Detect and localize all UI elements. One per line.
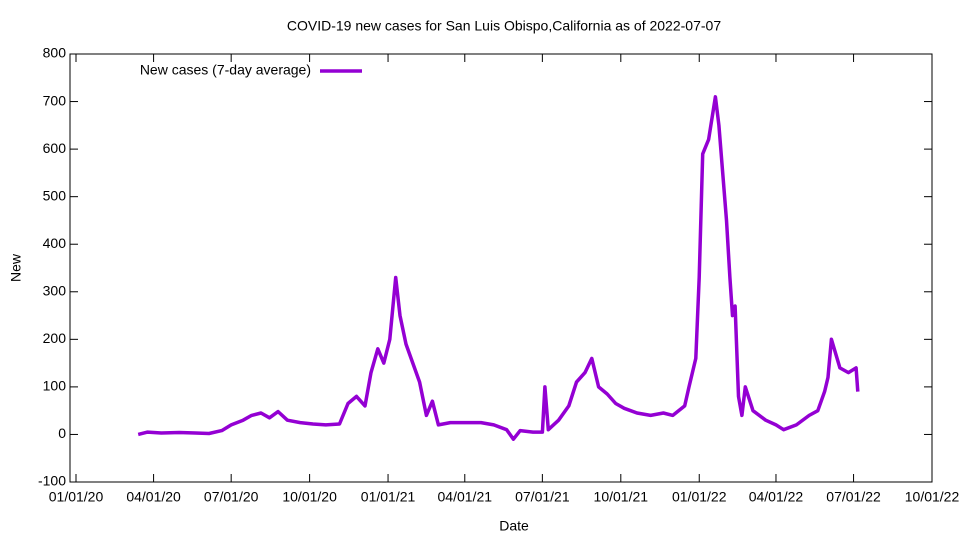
y-tick-label: 800 — [43, 45, 67, 61]
x-tick-label: 07/01/22 — [826, 489, 881, 505]
x-tick-label: 04/01/20 — [126, 489, 181, 505]
y-tick-label: 0 — [58, 425, 66, 441]
x-tick-label: 01/01/21 — [361, 489, 416, 505]
y-tick-label: 700 — [43, 92, 67, 108]
x-tick-label: 01/01/20 — [49, 489, 104, 505]
x-tick-label: 07/01/20 — [204, 489, 259, 505]
x-tick-label: 10/01/20 — [282, 489, 337, 505]
y-tick-label: 300 — [43, 282, 67, 298]
y-tick-label: 100 — [43, 378, 67, 394]
y-tick-label: 500 — [43, 187, 67, 203]
x-tick-label: 04/01/21 — [438, 489, 493, 505]
x-tick-label: 10/01/22 — [905, 489, 960, 505]
y-tick-label: 400 — [43, 235, 67, 251]
y-tick-label: 600 — [43, 140, 67, 156]
x-tick-label: 01/01/22 — [672, 489, 727, 505]
y-tick-label: 200 — [43, 330, 67, 346]
y-axis-label: New — [8, 253, 24, 282]
y-tick-label: -100 — [38, 473, 66, 489]
series-line — [137, 95, 860, 441]
x-axis-label: Date — [499, 518, 529, 534]
x-tick-label: 04/01/22 — [749, 489, 804, 505]
legend-label: New cases (7-day average) — [140, 62, 311, 78]
plot-frame — [69, 53, 933, 483]
chart-title: COVID-19 new cases for San Luis Obispo,C… — [287, 18, 721, 34]
x-tick-label: 10/01/21 — [594, 489, 649, 505]
x-tick-label: 07/01/21 — [515, 489, 570, 505]
